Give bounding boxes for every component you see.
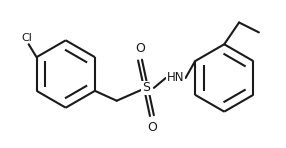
- Text: HN: HN: [167, 71, 184, 85]
- Text: Cl: Cl: [21, 33, 32, 43]
- Text: O: O: [135, 42, 145, 55]
- Text: O: O: [147, 121, 157, 133]
- Text: S: S: [142, 81, 150, 94]
